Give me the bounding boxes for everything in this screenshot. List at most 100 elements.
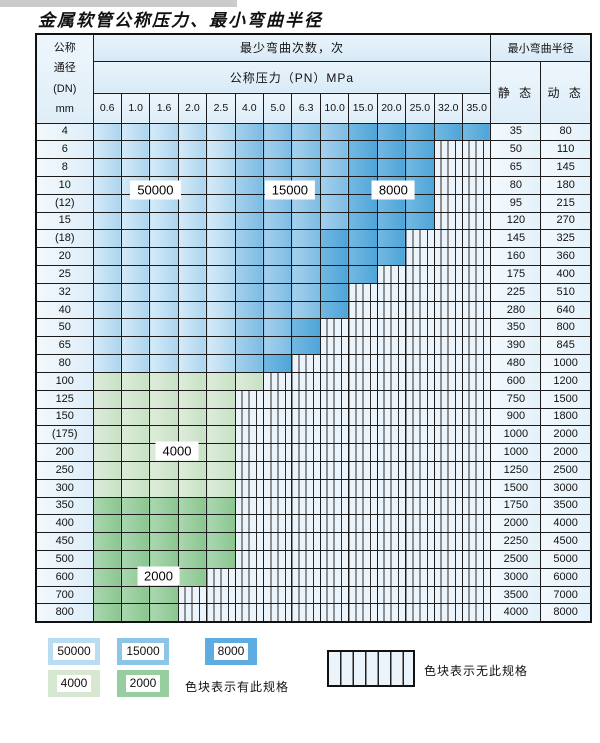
no-spec-cell (291, 407, 321, 427)
no-spec-cell (461, 318, 492, 338)
no-spec-cell (461, 158, 492, 177)
dynamic-value-cell: 215 (540, 193, 592, 213)
dynamic-value-cell: 180 (540, 175, 592, 195)
spec-cell (291, 211, 321, 231)
spec-cell (92, 567, 122, 587)
spec-cell (92, 532, 122, 551)
dn-cell: (175) (35, 425, 94, 445)
no-spec-cell (405, 407, 435, 427)
spec-cell (376, 175, 407, 195)
static-value-cell: 1250 (490, 460, 542, 480)
spec-cell (234, 211, 265, 231)
no-spec-cell (376, 514, 407, 534)
header-min-bend-radius: 最小弯曲半径 (490, 33, 592, 62)
spec-cell (92, 389, 122, 409)
no-spec-cell (376, 496, 407, 516)
dynamic-value-cell: 510 (540, 282, 592, 302)
table-row-dn-4: 4 35 80 (35, 122, 592, 142)
spec-cell (92, 514, 122, 534)
spec-cell (206, 265, 236, 284)
no-spec-cell (433, 247, 463, 266)
no-spec-cell (376, 460, 407, 480)
no-spec-cell (461, 514, 492, 534)
static-value-cell: 280 (490, 300, 542, 320)
spec-cell (177, 407, 208, 427)
no-spec-cell (263, 585, 293, 605)
spec-cell (149, 211, 179, 231)
spec-cell (177, 122, 208, 142)
no-spec-cell (376, 282, 407, 302)
no-spec-cell (348, 567, 378, 587)
spec-cell (177, 514, 208, 534)
spec-cell (234, 122, 265, 142)
spec-cell (177, 211, 208, 231)
spec-cell (149, 496, 179, 516)
spec-cell (376, 122, 407, 142)
spec-cell (177, 318, 208, 338)
spec-cell (206, 175, 236, 195)
spec-table: 公称 通径 (DN) mm 最少弯曲次数，次 最小弯曲半径 公称压力（PN）MPa 静… (35, 33, 592, 623)
spec-cell (348, 247, 378, 266)
spec-cell (120, 229, 151, 249)
spec-cell (149, 407, 179, 427)
no-spec-cell (433, 585, 463, 605)
no-spec-cell (405, 585, 435, 605)
no-spec-cell (433, 425, 463, 445)
legend-label-2000: 2000 (125, 675, 161, 692)
spec-cell (120, 389, 151, 409)
pressure-col-header-2.5: 2.5 (206, 92, 236, 124)
spec-cell (149, 140, 179, 160)
spec-cell (206, 158, 236, 177)
no-spec-cell (234, 585, 265, 605)
pressure-col-header-20.0: 20.0 (376, 92, 407, 124)
spec-cell (405, 193, 435, 213)
static-value-cell: 50 (490, 140, 542, 160)
spec-cell (92, 193, 122, 213)
table-row-dn-500: 500 2500 5000 (35, 550, 592, 569)
spec-cell (376, 158, 407, 177)
spec-cell (206, 514, 236, 534)
dynamic-value-cell: 5000 (540, 550, 592, 569)
legend-label-4000: 4000 (56, 675, 92, 692)
dynamic-value-cell: 1200 (540, 371, 592, 391)
no-spec-cell (405, 318, 435, 338)
no-spec-cell (433, 300, 463, 320)
no-spec-cell (461, 425, 492, 445)
no-spec-cell (376, 265, 407, 284)
dn-cell: 50 (35, 318, 94, 338)
static-value-cell: 390 (490, 336, 542, 356)
spec-cell (92, 300, 122, 320)
dn-cell: 200 (35, 443, 94, 462)
spec-cell (92, 407, 122, 427)
spec-cell (263, 140, 293, 160)
no-spec-cell (405, 229, 435, 249)
no-spec-cell (348, 300, 378, 320)
spec-cell (348, 265, 378, 284)
dynamic-value-cell: 110 (540, 140, 592, 160)
no-spec-cell (461, 585, 492, 605)
spec-cell (120, 354, 151, 373)
corner-line: 公称 (53, 42, 76, 55)
no-spec-cell (461, 532, 492, 551)
spec-cell (149, 247, 179, 266)
no-spec-cell (433, 354, 463, 373)
no-spec-cell (433, 514, 463, 534)
no-spec-cell (319, 336, 350, 356)
spec-cell (206, 478, 236, 498)
no-spec-cell (263, 550, 293, 569)
dynamic-value-cell: 800 (540, 318, 592, 338)
no-spec-cell (405, 460, 435, 480)
legend-swatch-8000: 8000 (205, 638, 257, 665)
spec-cell (177, 354, 208, 373)
spec-cell (234, 175, 265, 195)
pressure-col-header-35.0: 35.0 (461, 92, 492, 124)
no-spec-cell (319, 478, 350, 498)
spec-cell (92, 211, 122, 231)
no-spec-cell (291, 425, 321, 445)
no-spec-cell (405, 354, 435, 373)
spec-cell (149, 514, 179, 534)
spec-cell (177, 229, 208, 249)
no-spec-cell (263, 603, 293, 623)
no-spec-cell (263, 514, 293, 534)
spec-cell (206, 122, 236, 142)
